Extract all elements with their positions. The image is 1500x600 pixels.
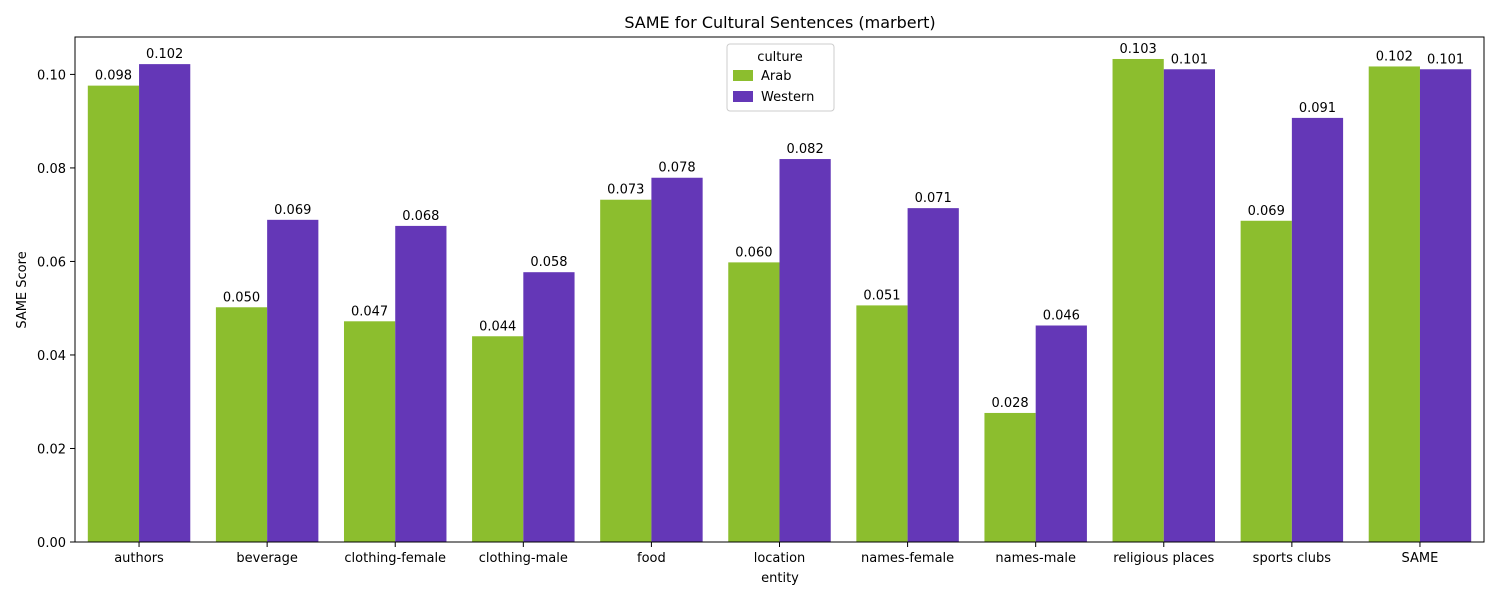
- bar-value-label: 0.069: [274, 203, 311, 218]
- chart-title: SAME for Cultural Sentences (marbert): [624, 13, 935, 32]
- bar-arab-clothing-female: [343, 321, 396, 542]
- x-tick-label: sports clubs: [1253, 551, 1332, 566]
- x-tick-label: names-female: [861, 551, 954, 566]
- y-axis-ticks: 0.00 0.02 0.04 0.06 0.08 0.10: [37, 68, 75, 551]
- bar-value-label: 0.051: [863, 288, 900, 303]
- bar-western-location: [779, 159, 831, 542]
- bar-western-beverage: [267, 219, 319, 542]
- bar-arab-religious-places: [1112, 58, 1164, 542]
- legend-box: [726, 43, 835, 112]
- bar-value-label: 0.103: [1120, 42, 1157, 57]
- x-tick-label: beverage: [236, 551, 298, 566]
- bar-value-label: 0.101: [1171, 52, 1208, 67]
- x-axis-ticks: authors beverage clothing-female clothing-m…: [114, 542, 1438, 566]
- legend-swatch-arab: [733, 70, 753, 81]
- bar-value-label: 0.044: [479, 319, 516, 334]
- bar-western-names-female: [907, 208, 959, 542]
- bar-value-label: 0.091: [1299, 101, 1336, 116]
- x-tick-label: SAME: [1402, 551, 1439, 566]
- bar-western-religious-places: [1163, 69, 1216, 542]
- y-tick-label: 0.06: [37, 255, 66, 270]
- x-tick-label: authors: [114, 551, 164, 566]
- bar-value-label: 0.098: [95, 69, 132, 84]
- legend-swatch-western: [733, 91, 753, 102]
- x-tick-label: clothing-male: [479, 551, 568, 566]
- bar-value-label: 0.060: [735, 245, 772, 260]
- bar-western-sports-clubs: [1291, 117, 1344, 542]
- bars-group: [87, 58, 1472, 543]
- y-tick-label: 0.02: [37, 442, 66, 457]
- bar-value-label: 0.102: [146, 47, 183, 62]
- bar-value-label: 0.058: [530, 255, 567, 270]
- x-tick-label: clothing-female: [344, 551, 446, 566]
- bar-western-same: [1419, 69, 1472, 542]
- bar-value-label: 0.101: [1427, 52, 1464, 67]
- bar-value-label: 0.047: [351, 304, 388, 319]
- bar-western-clothing-male: [523, 272, 575, 542]
- bar-western-clothing-female: [395, 225, 447, 542]
- bar-arab-beverage: [215, 307, 268, 542]
- x-tick-label: location: [754, 551, 806, 566]
- y-tick-label: 0.00: [37, 536, 66, 551]
- bar-arab-names-female: [856, 305, 908, 542]
- x-tick-label: religious places: [1113, 551, 1214, 566]
- x-tick-label: names-male: [995, 551, 1076, 566]
- bar-value-label: 0.050: [223, 290, 260, 305]
- legend-label-arab: Arab: [761, 69, 791, 84]
- bar-value-label: 0.102: [1376, 49, 1413, 64]
- bar-arab-authors: [87, 85, 140, 542]
- x-axis-label: entity: [761, 571, 799, 586]
- bar-arab-clothing-male: [472, 336, 524, 542]
- bar-value-label: 0.071: [915, 191, 952, 206]
- bar-value-label: 0.068: [402, 209, 439, 224]
- y-tick-label: 0.10: [37, 68, 66, 83]
- bar-value-label: 0.073: [607, 183, 644, 198]
- y-tick-label: 0.08: [37, 162, 66, 177]
- bar-value-label: 0.082: [787, 142, 824, 157]
- bar-value-label: 0.028: [991, 396, 1028, 411]
- legend-title: culture: [757, 50, 802, 65]
- bar-arab-same: [1368, 66, 1420, 542]
- bar-western-names-male: [1035, 325, 1087, 542]
- plot-frame: [74, 36, 1485, 543]
- legend-label-western: Western: [761, 90, 814, 105]
- bar-arab-names-male: [984, 412, 1036, 542]
- bar-labels-group: 0.098 0.050 0.047 0.044 0.073 0.060 0.051 0.028…: [95, 42, 1464, 411]
- bar-western-authors: [139, 64, 191, 543]
- x-tick-label: food: [637, 551, 666, 566]
- bar-value-label: 0.078: [658, 161, 695, 176]
- bar-western-food: [651, 177, 703, 543]
- y-axis-label: SAME Score: [15, 251, 30, 328]
- bar-arab-food: [600, 199, 652, 542]
- bar-arab-sports-clubs: [1240, 220, 1292, 542]
- bar-arab-location: [728, 262, 780, 542]
- bar-value-label: 0.069: [1248, 204, 1285, 219]
- legend: culture Arab Western: [726, 43, 835, 112]
- bar-value-label: 0.046: [1043, 309, 1080, 324]
- y-tick-label: 0.04: [37, 349, 66, 364]
